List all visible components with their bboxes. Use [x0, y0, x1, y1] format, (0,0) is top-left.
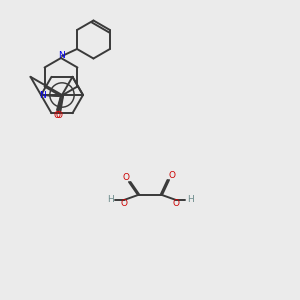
Text: N: N — [39, 91, 45, 100]
Text: O: O — [172, 200, 179, 208]
Text: O: O — [53, 110, 61, 119]
Text: N: N — [58, 52, 64, 61]
Text: O: O — [56, 112, 62, 121]
Text: O: O — [122, 172, 130, 182]
Text: O: O — [169, 170, 176, 179]
Text: H: H — [106, 196, 113, 205]
Text: H: H — [187, 196, 194, 205]
Text: O: O — [121, 200, 128, 208]
